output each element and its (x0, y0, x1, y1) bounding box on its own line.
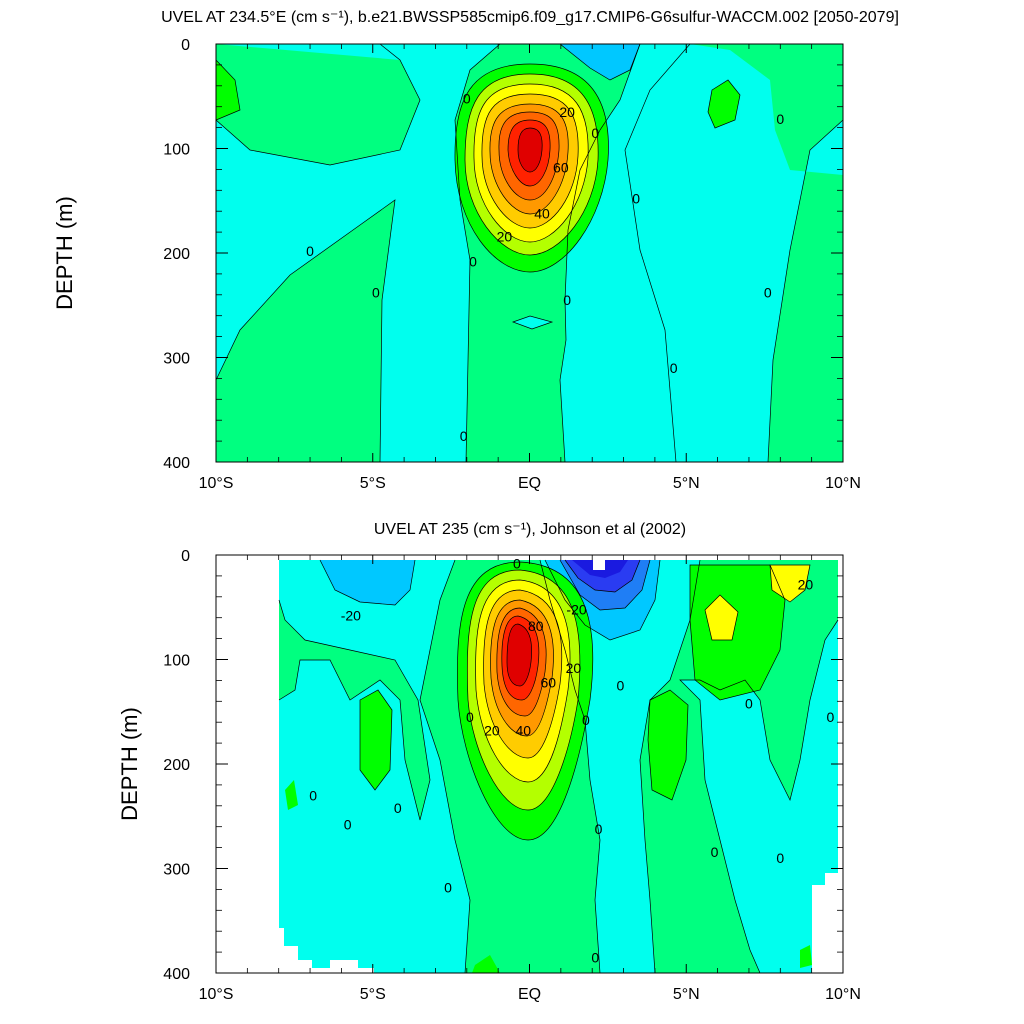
contour-label: 80 (528, 618, 544, 634)
fill-level-10-west (216, 60, 240, 120)
panel-observations: UVEL AT 235 (cm s⁻¹), Johnson et al (200… (117, 521, 861, 1003)
fill-level-neg10-small (513, 316, 552, 329)
fill-level-neg20 (560, 44, 640, 80)
contour-label: 0 (463, 90, 471, 106)
euc-core-panel2 (457, 562, 593, 840)
panel2-contour-fill (279, 560, 838, 973)
contour-label: 0 (670, 360, 678, 376)
contour-label: 40 (515, 723, 531, 739)
contour-label: 0 (582, 712, 590, 728)
fill-level-neg10c (216, 44, 500, 462)
y-tick-label: 100 (163, 653, 190, 670)
fill-level-10-small-se (800, 945, 812, 968)
y-tick-label: 200 (163, 246, 190, 263)
panel1-title: UVEL AT 234.5°E (cm s⁻¹), b.e21.BWSSP585… (161, 9, 899, 26)
contour-label: 0 (444, 879, 452, 895)
contour-label: 20 (497, 228, 513, 244)
contour-label: 0 (595, 821, 603, 837)
missing-data-patch (593, 560, 605, 570)
panel2-contour-labels: 0 20 -20 -20 80 20 0 60 0 0 0 0 20 40 0 0 0 0 0 0 0 0 (309, 555, 834, 965)
fill-level-10-west (360, 690, 392, 790)
fill-level-neg10 (216, 44, 843, 462)
fill-level-10-east (708, 80, 740, 128)
panel2-contour-lines (278, 559, 839, 973)
contour-label: 20 (798, 576, 814, 592)
contour-label: 0 (764, 285, 772, 301)
panel1-contour-lines (216, 44, 843, 462)
contour-label: 0 (563, 292, 571, 308)
contour-label: 60 (553, 159, 569, 175)
x-tick-label: 5°N (673, 986, 700, 1003)
contour-label: 0 (513, 555, 521, 571)
contour-label: 0 (632, 191, 640, 207)
fill-level-10-east (690, 565, 785, 700)
contour-label: 0 (460, 428, 468, 444)
fill-level-10-mid (648, 690, 688, 800)
contour-label: 0 (776, 850, 784, 866)
x-tick-label: 5°S (360, 475, 386, 492)
contour-label: 0 (469, 253, 477, 269)
contour-label: 60 (541, 674, 557, 690)
y-tick-label: 300 (163, 351, 190, 368)
fill-level-30-ne (770, 565, 810, 602)
y-tick-label: 100 (163, 142, 190, 159)
contour-label: 0 (591, 125, 599, 141)
x-tick-label: 10°S (199, 475, 234, 492)
contour-label: 20 (559, 104, 575, 120)
contour-label: 0 (776, 111, 784, 127)
x-tick-label: 5°N (673, 475, 700, 492)
contour-label: -20 (566, 601, 586, 617)
panel2-title: UVEL AT 235 (cm s⁻¹), Johnson et al (200… (374, 521, 686, 538)
fill-level-neg20-west (320, 560, 415, 605)
x-tick-label: EQ (518, 475, 541, 492)
fill-level-30-east (705, 595, 738, 640)
contour-label: 0 (591, 949, 599, 965)
fill-level-neg10b (216, 44, 690, 462)
y-tick-label: 200 (163, 757, 190, 774)
y-tick-label: 0 (181, 548, 190, 565)
fill-level-neg10-east (680, 620, 838, 973)
contour-label: 20 (484, 723, 500, 739)
panel1-ylabel: DEPTH (m) (52, 196, 77, 310)
panel2-ylabel: DEPTH (m) (117, 707, 142, 821)
contour-label: -20 (341, 608, 361, 624)
contour-label: 0 (827, 709, 835, 725)
y-tick-label: 300 (163, 862, 190, 879)
fill-level-10-small-s (472, 955, 500, 973)
panel1-contour-labels: 0 20 0 60 0 0 40 20 0 0 0 0 0 0 0 (306, 90, 784, 444)
y-tick-label: 400 (163, 455, 190, 472)
contour-label: 0 (306, 243, 314, 259)
panel-model: UVEL AT 234.5°E (cm s⁻¹), b.e21.BWSSP585… (52, 9, 899, 492)
contour-label: 0 (394, 800, 402, 816)
x-tick-label: 10°S (199, 986, 234, 1003)
contour-label: 0 (617, 678, 625, 694)
fill-level-10-small-w (285, 780, 298, 810)
contour-label: 0 (466, 709, 474, 725)
y-tick-label: 0 (181, 37, 190, 54)
y-tick-label: 400 (163, 966, 190, 983)
contour-label: 0 (344, 817, 352, 833)
x-tick-label: 5°S (360, 986, 386, 1003)
contour-label: 40 (534, 205, 550, 221)
contour-label: 0 (745, 695, 753, 711)
contour-label: 0 (309, 787, 317, 803)
contour-label: 0 (711, 844, 719, 860)
x-tick-label: 10°N (825, 475, 861, 492)
x-tick-label: 10°N (825, 986, 861, 1003)
contour-label: 20 (566, 660, 582, 676)
contour-label: 0 (372, 285, 380, 301)
x-tick-label: EQ (518, 986, 541, 1003)
